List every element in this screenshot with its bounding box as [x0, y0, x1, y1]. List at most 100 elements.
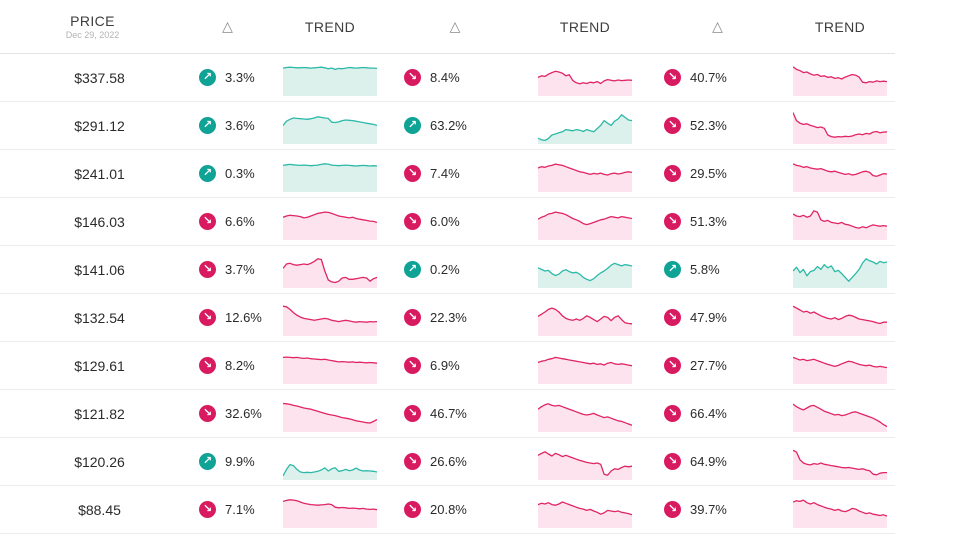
- price-header-date: Dec 29, 2022: [65, 30, 120, 40]
- sparkline-chart: [538, 262, 632, 288]
- table-row[interactable]: $88.45 ↘ 7.1% ↘ 20.8% ↘ 39.7%: [0, 486, 895, 534]
- arrow-down-right-icon: ↘: [664, 69, 681, 86]
- arrow-down-right-icon: ↘: [404, 165, 421, 182]
- delta-cell: ↘ 51.3%: [650, 213, 785, 230]
- sparkline-chart: [283, 463, 377, 480]
- delta-cell: ↘ 40.7%: [650, 69, 785, 86]
- table-body: $337.58 ↗ 3.3% ↘ 8.4% ↘ 40.7% $291.12 ↗ …: [0, 54, 960, 534]
- trend-column-header-1: TREND: [304, 18, 356, 35]
- sparkline-chart: [283, 210, 377, 240]
- table-row[interactable]: $120.26 ↗ 9.9% ↘ 26.6% ↘ 64.9%: [0, 438, 895, 486]
- delta-cell: ↘ 7.4%: [390, 165, 520, 182]
- delta-percent: 3.3%: [225, 70, 255, 85]
- trend-cell: [785, 444, 895, 480]
- table-row[interactable]: $132.54 ↘ 12.6% ↘ 22.3% ↘ 47.9%: [0, 294, 895, 342]
- table-header: PRICE Dec 29, 2022 △ TREND △ TREND △ TRE…: [0, 0, 895, 54]
- delta-percent: 6.6%: [225, 214, 255, 229]
- delta-cell: ↗ 9.9%: [185, 453, 270, 470]
- sparkline-chart: [538, 500, 632, 528]
- delta-percent: 12.6%: [225, 310, 262, 325]
- trend-cell: [785, 252, 895, 288]
- sparkline-chart: [283, 498, 377, 528]
- delta-icon: △: [712, 18, 723, 34]
- delta-percent: 5.8%: [690, 262, 720, 277]
- delta-cell: ↘ 20.8%: [390, 501, 520, 518]
- delta-percent: 3.7%: [225, 262, 255, 277]
- trend-cell: [785, 108, 895, 144]
- trend-column-header-2: TREND: [559, 18, 611, 35]
- arrow-down-right-icon: ↘: [199, 405, 216, 422]
- delta-column-header-3: △: [650, 18, 785, 35]
- arrow-up-right-icon: ↗: [199, 453, 216, 470]
- trend-cell: [270, 300, 390, 336]
- delta-cell: ↗ 63.2%: [390, 117, 520, 134]
- sparkline-chart: [283, 355, 377, 384]
- trend-cell: [270, 444, 390, 480]
- delta-cell: ↘ 66.4%: [650, 405, 785, 422]
- delta-cell: ↗ 0.2%: [390, 261, 520, 278]
- arrow-down-right-icon: ↘: [404, 501, 421, 518]
- delta-percent: 9.9%: [225, 454, 255, 469]
- delta-percent: 6.9%: [430, 358, 460, 373]
- trend-column-header-3: TREND: [814, 18, 866, 35]
- delta-cell: ↘ 22.3%: [390, 309, 520, 326]
- delta-cell: ↗ 5.8%: [650, 261, 785, 278]
- trend-cell: [520, 492, 650, 528]
- delta-percent: 32.6%: [225, 406, 262, 421]
- arrow-down-right-icon: ↘: [199, 309, 216, 326]
- delta-percent: 66.4%: [690, 406, 727, 421]
- price-value: $146.03: [74, 213, 125, 230]
- delta-percent: 27.7%: [690, 358, 727, 373]
- arrow-down-right-icon: ↘: [404, 309, 421, 326]
- delta-percent: 7.4%: [430, 166, 460, 181]
- trend-cell: [520, 348, 650, 384]
- sparkline-chart: [793, 498, 887, 528]
- trend-cell: [520, 204, 650, 240]
- arrow-down-right-icon: ↘: [404, 357, 421, 374]
- arrow-down-right-icon: ↘: [404, 405, 421, 422]
- trend-cell: [520, 444, 650, 480]
- arrow-up-right-icon: ↗: [199, 165, 216, 182]
- arrow-up-right-icon: ↗: [664, 261, 681, 278]
- sparkline-chart: [538, 402, 632, 432]
- price-value: $129.61: [74, 357, 125, 374]
- table-row[interactable]: $141.06 ↘ 3.7% ↗ 0.2% ↗ 5.8%: [0, 246, 895, 294]
- arrow-down-right-icon: ↘: [404, 213, 421, 230]
- table-row[interactable]: $337.58 ↗ 3.3% ↘ 8.4% ↘ 40.7%: [0, 54, 895, 102]
- trend-cell: [785, 300, 895, 336]
- delta-percent: 22.3%: [430, 310, 467, 325]
- trend-cell: [520, 300, 650, 336]
- sparkline-chart: [283, 257, 377, 288]
- trend-cell: [270, 252, 390, 288]
- arrow-down-right-icon: ↘: [664, 165, 681, 182]
- trend-cell: [270, 396, 390, 432]
- delta-percent: 8.2%: [225, 358, 255, 373]
- sparkline-chart: [538, 113, 632, 144]
- sparkline-chart: [793, 65, 887, 96]
- sparkline-chart: [283, 162, 377, 192]
- trend-cell: [785, 156, 895, 192]
- arrow-up-right-icon: ↗: [199, 69, 216, 86]
- price-value: $120.26: [74, 453, 125, 470]
- arrow-down-right-icon: ↘: [664, 405, 681, 422]
- trend-cell: [520, 252, 650, 288]
- table-row[interactable]: $129.61 ↘ 8.2% ↘ 6.9% ↘ 27.7%: [0, 342, 895, 390]
- price-value: $337.58: [74, 69, 125, 86]
- arrow-down-right-icon: ↘: [664, 357, 681, 374]
- delta-icon: △: [222, 18, 233, 34]
- arrow-down-right-icon: ↘: [664, 213, 681, 230]
- trend-cell: [270, 492, 390, 528]
- delta-cell: ↘ 29.5%: [650, 165, 785, 182]
- delta-cell: ↘ 52.3%: [650, 117, 785, 134]
- table-row[interactable]: $146.03 ↘ 6.6% ↘ 6.0% ↘ 51.3%: [0, 198, 895, 246]
- delta-cell: ↘ 64.9%: [650, 453, 785, 470]
- sparkline-chart: [538, 162, 632, 192]
- arrow-down-right-icon: ↘: [404, 69, 421, 86]
- table-row[interactable]: $241.01 ↗ 0.3% ↘ 7.4% ↘ 29.5%: [0, 150, 895, 198]
- table-row[interactable]: $291.12 ↗ 3.6% ↗ 63.2% ↘ 52.3%: [0, 102, 895, 150]
- trend-cell: [270, 60, 390, 96]
- table-row[interactable]: $121.82 ↘ 32.6% ↘ 46.7% ↘ 66.4%: [0, 390, 895, 438]
- delta-percent: 7.1%: [225, 502, 255, 517]
- delta-cell: ↘ 8.4%: [390, 69, 520, 86]
